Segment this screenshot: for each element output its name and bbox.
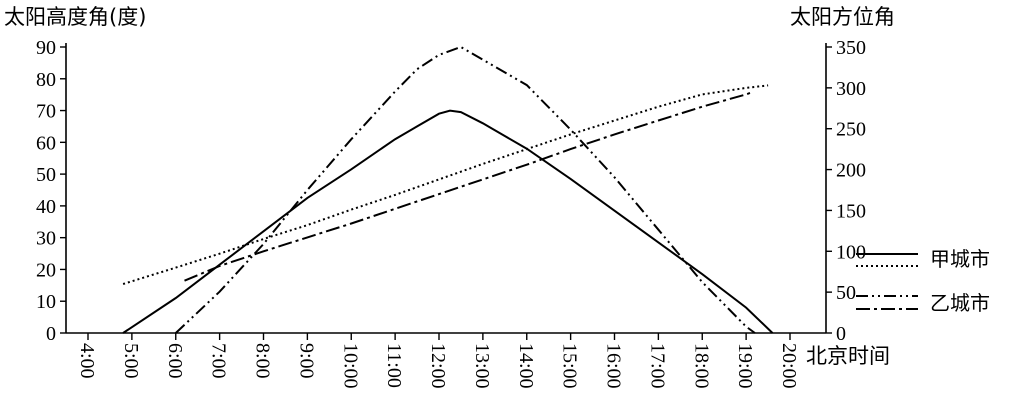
right-tick-label: 200 <box>836 160 866 182</box>
yi-azimuth-line <box>184 91 751 282</box>
x-tick-label: 17:00 <box>646 343 668 389</box>
legend-label: 甲城市 <box>930 247 990 271</box>
x-tick-label: 16:00 <box>603 343 625 389</box>
series-layer <box>122 45 774 334</box>
x-tick-label: 14:00 <box>515 343 537 389</box>
x-tick-label: 9:00 <box>295 343 317 379</box>
left-tick-label: 40 <box>36 196 56 218</box>
left-tick-label: 10 <box>36 291 56 313</box>
left-tick-label: 0 <box>46 323 56 345</box>
x-tick-label: 18:00 <box>690 343 712 389</box>
x-tick-label: 20:00 <box>778 343 800 389</box>
x-tick-label: 10:00 <box>339 343 361 389</box>
right-tick-label: 250 <box>836 119 866 141</box>
right-tick-label: 350 <box>836 37 866 59</box>
x-tick-label: 13:00 <box>471 343 493 389</box>
left-tick-label: 80 <box>36 69 56 91</box>
x-tick-label: 4:00 <box>76 343 98 379</box>
right-tick-label: 150 <box>836 200 866 222</box>
left-tick-label: 20 <box>36 259 56 281</box>
left-tick-label: 30 <box>36 228 56 250</box>
right-tick-label: 0 <box>836 323 846 345</box>
left-tick-label: 60 <box>36 132 56 154</box>
legend-label: 乙城市 <box>930 291 990 315</box>
left-tick-label: 70 <box>36 101 56 123</box>
left-axis-title: 太阳高度角(度) <box>4 5 146 29</box>
x-tick-label: 12:00 <box>427 343 449 389</box>
left-tick-label: 90 <box>36 37 56 59</box>
x-tick-label: 7:00 <box>208 343 230 379</box>
jia-azimuth-line <box>122 84 769 285</box>
x-axis-title: 北京时间 <box>806 344 890 368</box>
left-tick-label: 50 <box>36 164 56 186</box>
x-tick-label: 6:00 <box>164 343 186 379</box>
x-tick-label: 15:00 <box>559 343 581 389</box>
right-tick-label: 100 <box>836 241 866 263</box>
x-tick-label: 19:00 <box>734 343 756 389</box>
x-tick-label: 11:00 <box>383 343 405 388</box>
right-tick-label: 300 <box>836 78 866 100</box>
x-tick-label: 5:00 <box>120 343 142 379</box>
yi-altitude-line <box>175 45 756 334</box>
right-axis-title: 太阳方位角 <box>790 5 895 29</box>
x-tick-label: 8:00 <box>252 343 274 379</box>
right-tick-label: 50 <box>836 282 856 304</box>
axes: 0 10 20 30 40 50 60 70 80 90 0 50 100 150 200 250 300 350… <box>36 37 866 389</box>
jia-altitude-line <box>122 109 774 334</box>
